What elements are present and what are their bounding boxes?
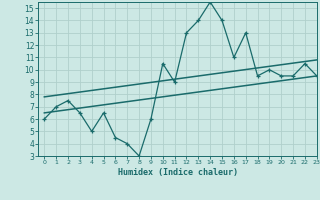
X-axis label: Humidex (Indice chaleur): Humidex (Indice chaleur): [118, 168, 238, 177]
